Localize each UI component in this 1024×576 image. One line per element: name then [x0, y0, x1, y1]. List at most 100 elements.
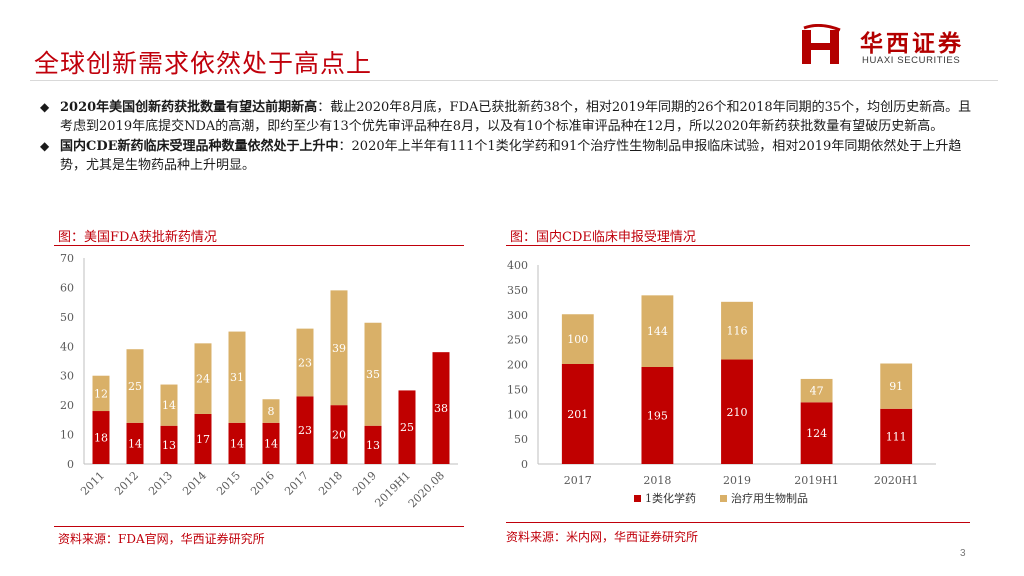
x-tick-label: 2020H1 — [874, 474, 919, 487]
bar-segment — [800, 402, 833, 464]
data-label: 14 — [230, 437, 244, 450]
data-label: 111 — [886, 430, 907, 443]
y-tick-label: 10 — [60, 429, 74, 442]
x-tick-label: 2017 — [564, 474, 592, 487]
bar-segment — [561, 364, 594, 464]
data-label: 13 — [366, 439, 380, 452]
data-label: 18 — [94, 432, 108, 445]
y-tick-label: 50 — [60, 311, 74, 324]
x-tick-label: 2012 — [112, 469, 141, 498]
cde-clinical-chart: 0 50 100 150 200 250 300 350 400 201 100 2017 195 144… — [507, 259, 936, 505]
data-label: 47 — [810, 385, 824, 398]
data-label: 14 — [128, 437, 142, 450]
data-label: 124 — [806, 427, 827, 440]
legend-label: 治疗用生物制品 — [731, 491, 808, 505]
bar-segment — [228, 331, 246, 423]
y-tick-label: 0 — [521, 458, 528, 471]
bar-segment — [126, 349, 144, 423]
y-tick-label: 40 — [60, 340, 74, 353]
data-label: 195 — [647, 409, 668, 422]
bar-segment — [92, 411, 110, 464]
data-label: 12 — [94, 387, 108, 400]
bar-segment — [228, 422, 246, 464]
x-tick-label: 2014 — [180, 469, 209, 498]
y-tick-label: 70 — [60, 252, 74, 265]
x-tick-label: 2017 — [282, 469, 311, 498]
x-tick-label: 2016 — [248, 469, 277, 498]
data-label: 13 — [162, 439, 176, 452]
x-tick-label: 2018 — [316, 469, 345, 498]
data-label: 14 — [264, 437, 278, 450]
bullet-item: ◆ 国内CDE新药临床受理品种数量依然处于上升中：2020年上半年有111个1类… — [40, 137, 980, 175]
fda-approvals-chart: 0102030405060701812201114252012131420131… — [60, 252, 458, 510]
data-label: 116 — [727, 325, 748, 338]
y-tick-label: 50 — [514, 433, 528, 446]
logo-name-cn: 华西证券 — [860, 30, 964, 57]
y-tick-label: 30 — [60, 370, 74, 383]
data-label: 23 — [298, 356, 312, 369]
title-divider — [30, 80, 998, 81]
bar-segment — [800, 378, 833, 403]
data-label: 17 — [196, 433, 210, 446]
data-label: 25 — [128, 380, 142, 393]
data-label: 38 — [434, 402, 448, 415]
bullet-lead: 国内CDE新药临床受理品种数量依然处于上升中 — [60, 139, 339, 154]
left-source-rule — [54, 526, 464, 527]
bar-segment — [262, 422, 280, 464]
data-label: 100 — [567, 333, 588, 346]
x-tick-label: 2019 — [723, 474, 751, 487]
left-chart-title-rule — [54, 245, 464, 246]
diamond-bullet-icon: ◆ — [40, 100, 50, 114]
y-tick-label: 300 — [507, 309, 528, 322]
bar-segment — [641, 366, 674, 464]
y-tick-label: 400 — [507, 259, 528, 272]
page-number: 3 — [960, 548, 966, 559]
data-label: 25 — [400, 421, 414, 434]
legend-swatch — [720, 495, 727, 502]
y-tick-label: 20 — [60, 399, 74, 412]
data-label: 23 — [298, 424, 312, 437]
bar-segment — [880, 408, 913, 464]
x-tick-label: 2019H1 — [794, 474, 839, 487]
data-label: 144 — [647, 325, 668, 338]
bar-segment — [194, 343, 212, 414]
bar-segment — [432, 352, 450, 464]
data-label: 210 — [727, 406, 748, 419]
bar-segment — [160, 425, 178, 464]
bar-segment — [364, 322, 382, 426]
company-logo: 华西证券 HUAXI SECURITIES — [800, 24, 1000, 68]
bar-segment — [721, 359, 753, 464]
y-tick-label: 150 — [507, 383, 528, 396]
y-tick-label: 0 — [67, 458, 74, 471]
data-label: 201 — [567, 408, 588, 421]
bar-segment — [194, 413, 212, 464]
bar-segment — [398, 390, 416, 464]
right-chart-title: 图：国内CDE临床申报受理情况 — [510, 230, 696, 245]
y-tick-label: 200 — [507, 359, 528, 372]
bar-segment — [330, 290, 348, 406]
bullet-item: ◆ 2020年美国创新药获批数量有望达前期新高：截止2020年8月底，FDA已获… — [40, 98, 980, 136]
left-chart-source: 资料来源：FDA官网，华西证券研究所 — [58, 532, 265, 546]
huaxi-logo-icon — [802, 24, 841, 64]
x-tick-label: 2018 — [643, 474, 671, 487]
bar-segment — [92, 375, 110, 412]
bar-segment — [262, 399, 280, 423]
bar-segment — [641, 295, 674, 367]
x-tick-label: 2019 — [350, 469, 379, 498]
bullet-text: ：2020年上半年有111个1类化学药和91个治疗性生物制品申报临床试验，相对2… — [60, 139, 962, 173]
data-label: 35 — [366, 368, 380, 381]
data-label: 14 — [162, 399, 176, 412]
data-label: 20 — [332, 429, 346, 442]
bar-segment — [721, 301, 753, 360]
data-label: 8 — [268, 405, 275, 418]
bar-segment — [126, 422, 144, 464]
bar-segment — [364, 425, 382, 464]
data-label: 24 — [196, 373, 210, 386]
bar-segment — [296, 396, 314, 464]
y-tick-label: 250 — [507, 334, 528, 347]
data-label: 91 — [889, 380, 903, 393]
right-source-rule — [506, 522, 970, 523]
bullet-text: ：截止2020年8月底，FDA已获批新药38个，相对2019年同期的26个和20… — [60, 100, 972, 134]
bar-segment — [296, 328, 314, 397]
bullet-list: ◆ 2020年美国创新药获批数量有望达前期新高：截止2020年8月底，FDA已获… — [40, 98, 980, 176]
